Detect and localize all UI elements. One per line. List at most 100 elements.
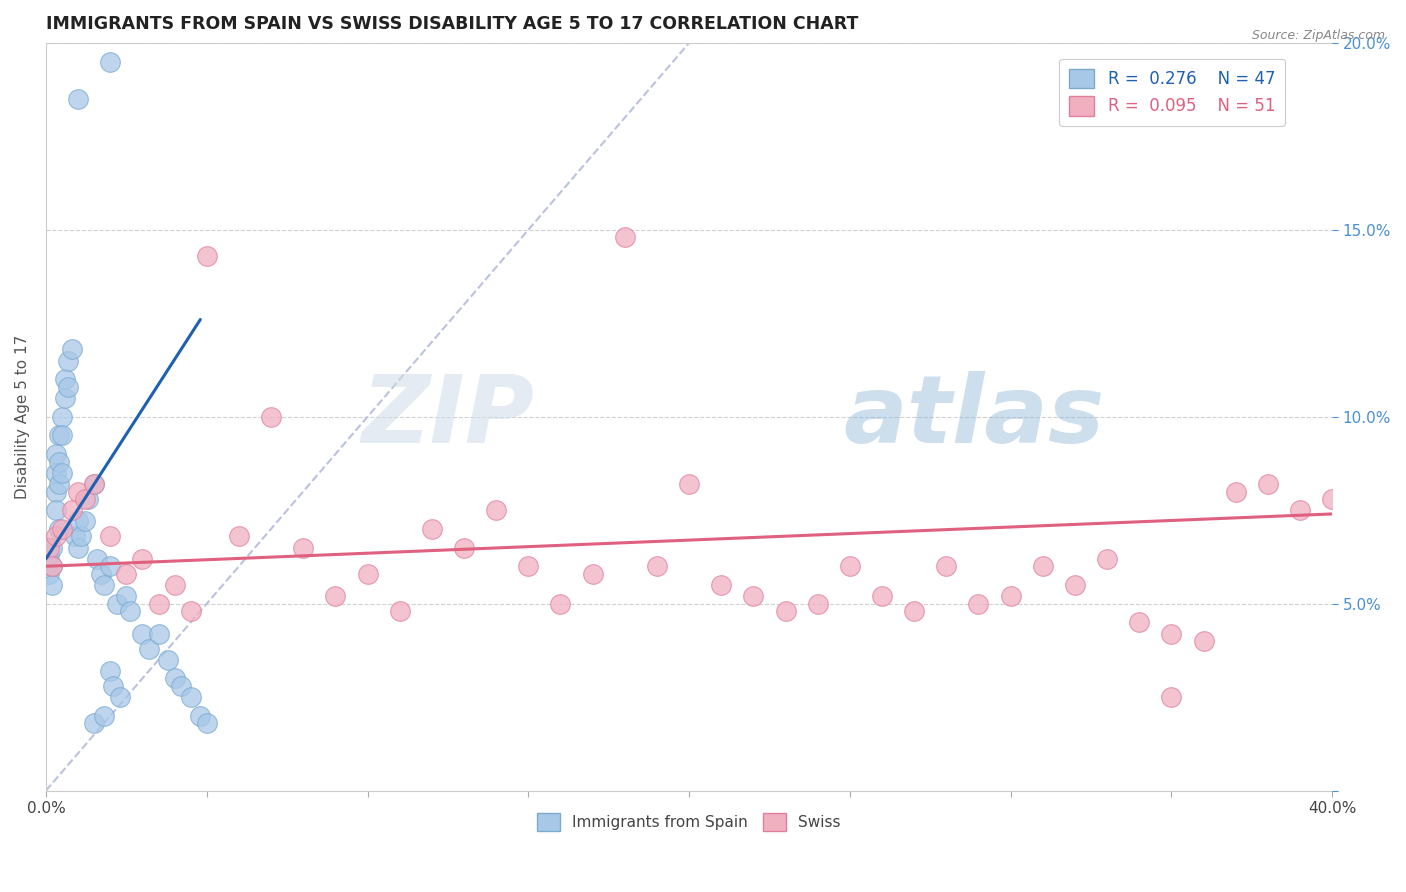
Point — [51, 409, 73, 424]
Point — [188, 708, 211, 723]
Point — [613, 230, 636, 244]
Point — [138, 641, 160, 656]
Point — [70, 529, 93, 543]
Point — [775, 604, 797, 618]
Point — [86, 551, 108, 566]
Point — [45, 503, 67, 517]
Point — [838, 559, 860, 574]
Point — [115, 566, 138, 581]
Point — [103, 679, 125, 693]
Point — [38, 541, 60, 555]
Point — [742, 589, 765, 603]
Point — [63, 529, 86, 543]
Point — [148, 597, 170, 611]
Point — [98, 664, 121, 678]
Point — [1289, 503, 1312, 517]
Point — [45, 466, 67, 480]
Point — [485, 503, 508, 517]
Point — [45, 529, 67, 543]
Point — [1160, 626, 1182, 640]
Point — [45, 447, 67, 461]
Point — [1128, 615, 1150, 630]
Point — [41, 559, 63, 574]
Text: Source: ZipAtlas.com: Source: ZipAtlas.com — [1251, 29, 1385, 42]
Point — [903, 604, 925, 618]
Point — [581, 566, 603, 581]
Point — [157, 653, 180, 667]
Point — [105, 597, 128, 611]
Point — [195, 716, 218, 731]
Y-axis label: Disability Age 5 to 17: Disability Age 5 to 17 — [15, 334, 30, 499]
Point — [325, 589, 347, 603]
Point — [93, 708, 115, 723]
Point — [870, 589, 893, 603]
Point — [83, 477, 105, 491]
Point — [48, 522, 70, 536]
Point — [41, 559, 63, 574]
Point — [58, 380, 80, 394]
Point — [131, 551, 153, 566]
Point — [1064, 578, 1087, 592]
Point — [115, 589, 138, 603]
Point — [388, 604, 411, 618]
Point — [38, 566, 60, 581]
Point — [93, 578, 115, 592]
Point — [67, 92, 90, 106]
Point — [1095, 551, 1118, 566]
Point — [98, 529, 121, 543]
Point — [118, 604, 141, 618]
Point — [1032, 559, 1054, 574]
Point — [517, 559, 540, 574]
Point — [60, 503, 83, 517]
Point — [41, 578, 63, 592]
Point — [1225, 484, 1247, 499]
Point — [180, 604, 202, 618]
Point — [38, 548, 60, 562]
Point — [45, 484, 67, 499]
Point — [53, 391, 76, 405]
Point — [67, 484, 90, 499]
Point — [163, 672, 186, 686]
Point — [131, 626, 153, 640]
Point — [1257, 477, 1279, 491]
Point — [60, 343, 83, 357]
Point — [98, 54, 121, 69]
Point — [48, 477, 70, 491]
Point — [67, 515, 90, 529]
Point — [678, 477, 700, 491]
Point — [48, 454, 70, 468]
Point — [260, 409, 283, 424]
Point — [90, 566, 112, 581]
Point — [163, 578, 186, 592]
Point — [710, 578, 733, 592]
Point — [195, 249, 218, 263]
Point — [41, 541, 63, 555]
Point — [83, 716, 105, 731]
Point — [51, 428, 73, 442]
Point — [108, 690, 131, 705]
Point — [148, 626, 170, 640]
Point — [453, 541, 475, 555]
Point — [48, 428, 70, 442]
Point — [67, 541, 90, 555]
Point — [58, 353, 80, 368]
Point — [967, 597, 990, 611]
Point — [83, 477, 105, 491]
Text: IMMIGRANTS FROM SPAIN VS SWISS DISABILITY AGE 5 TO 17 CORRELATION CHART: IMMIGRANTS FROM SPAIN VS SWISS DISABILIT… — [46, 15, 858, 33]
Point — [292, 541, 315, 555]
Point — [53, 372, 76, 386]
Point — [645, 559, 668, 574]
Point — [98, 559, 121, 574]
Point — [807, 597, 830, 611]
Point — [1322, 491, 1344, 506]
Point — [180, 690, 202, 705]
Point — [228, 529, 250, 543]
Point — [51, 522, 73, 536]
Text: ZIP: ZIP — [361, 371, 534, 463]
Point — [356, 566, 378, 581]
Point — [1160, 690, 1182, 705]
Point — [73, 515, 96, 529]
Point — [51, 466, 73, 480]
Legend: Immigrants from Spain, Swiss: Immigrants from Spain, Swiss — [531, 807, 846, 837]
Point — [73, 491, 96, 506]
